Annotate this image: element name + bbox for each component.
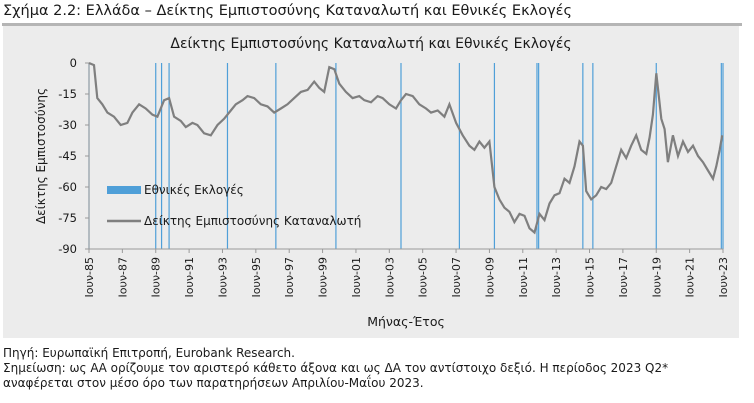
x-tick-label-11: Ιουν-07 xyxy=(450,257,463,297)
x-tick-label-12: Ιουν-09 xyxy=(483,257,496,297)
x-tick-label-13: Ιουν-11 xyxy=(517,257,530,297)
x-tick-label-4: Ιουν-93 xyxy=(216,257,229,297)
note-line-1: Σημείωση: ως ΑΑ ορίζουμε τον αριστερό κά… xyxy=(3,361,669,375)
x-tick-label-19: Ιουν-23 xyxy=(717,257,730,297)
x-tick-label-0: Ιουν-85 xyxy=(83,257,96,297)
y-tick-label-1: -15 xyxy=(58,87,77,101)
y-axis-ticks: 0 -15 -30 -45 -60 -75 -90 xyxy=(58,56,89,256)
x-tick-label-16: Ιουν-17 xyxy=(617,257,630,297)
x-tick-label-17: Ιουν-19 xyxy=(650,257,663,297)
series-line-consumer-confidence xyxy=(88,61,724,235)
y-tick-label-2: -30 xyxy=(58,118,77,132)
y-tick-label-0: 0 xyxy=(70,56,77,70)
legend-label-consumer-confidence: Δείκτης Εμπιστοσύνης Καταναλωτή xyxy=(144,214,361,228)
header-rule xyxy=(2,23,742,26)
x-tick-label-15: Ιουν-15 xyxy=(584,257,597,297)
figure-title: Σχήμα 2.2: Ελλάδα – Δείκτης Εμπιστοσύνης… xyxy=(3,3,573,19)
x-tick-label-3: Ιουν-91 xyxy=(183,257,196,297)
legend-label-elections: Εθνικές Εκλογές xyxy=(144,183,244,197)
legend-swatch-elections xyxy=(107,186,141,194)
x-tick-label-18: Ιουν-21 xyxy=(684,257,697,297)
x-tick-label-2: Ιουν-89 xyxy=(150,257,163,297)
chart-panel: Δείκτης Εμπιστοσύνης Καταναλωτή και Εθνι… xyxy=(3,26,739,338)
y-axis-label: Δείκτης Εμπιστοσύνης xyxy=(34,88,48,224)
y-tick-label-6: -90 xyxy=(58,242,77,256)
x-tick-label-1: Ιουν-87 xyxy=(116,257,129,297)
y-tick-label-5: -75 xyxy=(58,211,77,225)
legend: Εθνικές Εκλογές Δείκτης Εμπιστοσύνης Κατα… xyxy=(107,183,361,228)
note-line-2: αναφέρεται στον μέσο όρο των παρατηρήσεω… xyxy=(3,376,424,390)
source-text: Πηγή: Ευρωπαϊκή Επιτροπή, Eurobank Resea… xyxy=(3,346,295,360)
x-axis-ticks: Ιουν-85 Ιουν-87 Ιουν-89 Ιουν-91 Ιουν-93 Ιουν-… xyxy=(83,249,730,297)
x-tick-label-6: Ιουν-97 xyxy=(283,257,296,297)
x-axis-label: Μήνας-Έτος xyxy=(367,314,445,329)
x-tick-label-5: Ιουν-95 xyxy=(250,257,263,297)
figure-header: Σχήμα 2.2: Ελλάδα – Δείκτης Εμπιστοσύνης… xyxy=(0,0,754,28)
y-tick-label-4: -60 xyxy=(58,180,77,194)
x-tick-label-10: Ιουν-05 xyxy=(417,257,430,297)
x-tick-label-14: Ιουν-13 xyxy=(550,257,563,297)
y-tick-label-3: -45 xyxy=(58,149,77,163)
chart-title: Δείκτης Εμπιστοσύνης Καταναλωτή και Εθνι… xyxy=(170,36,572,52)
consumer-confidence-chart: 0-15-30-45-60-75-90 Ιουν-85 Ιουν-87 Ιουν-8… xyxy=(34,56,730,329)
x-tick-label-9: Ιουν-03 xyxy=(383,257,396,297)
x-tick-label-7: Ιουν-99 xyxy=(317,257,330,297)
x-tick-label-8: Ιουν-01 xyxy=(350,257,363,297)
